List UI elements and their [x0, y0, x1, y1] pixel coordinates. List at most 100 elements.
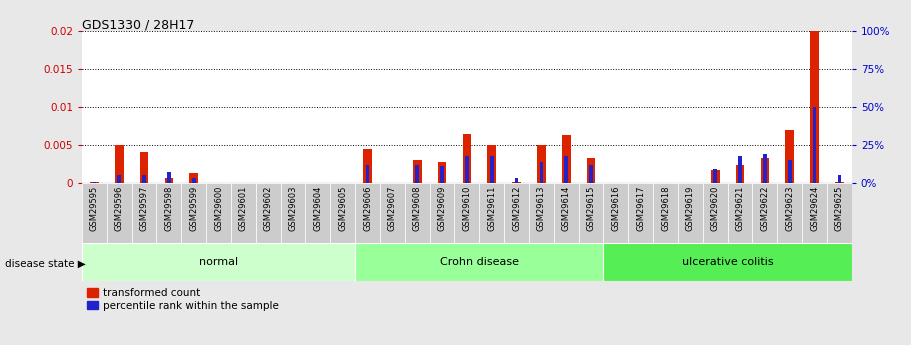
- Bar: [537, 145, 546, 183]
- Text: GSM29600: GSM29600: [214, 186, 223, 231]
- Text: GSM29602: GSM29602: [263, 186, 272, 231]
- Text: GSM29624: GSM29624: [810, 186, 819, 231]
- Bar: [139, 152, 148, 183]
- Bar: [554, 183, 578, 243]
- Text: GSM29619: GSM29619: [686, 186, 695, 231]
- Bar: [430, 183, 455, 243]
- Bar: [761, 158, 769, 183]
- Bar: [736, 165, 744, 183]
- Bar: [785, 130, 794, 183]
- Bar: [713, 169, 717, 183]
- Text: GSM29599: GSM29599: [189, 186, 199, 231]
- Bar: [678, 183, 702, 243]
- Bar: [589, 165, 593, 183]
- Bar: [578, 183, 603, 243]
- Bar: [107, 183, 132, 243]
- Bar: [539, 161, 543, 183]
- Bar: [142, 175, 146, 183]
- Text: GSM29605: GSM29605: [338, 186, 347, 231]
- Bar: [189, 173, 198, 183]
- Text: GSM29625: GSM29625: [834, 186, 844, 231]
- Bar: [118, 175, 121, 183]
- Bar: [415, 165, 419, 183]
- Bar: [463, 134, 471, 183]
- Bar: [192, 178, 196, 183]
- Text: GSM29608: GSM29608: [413, 186, 422, 231]
- Bar: [132, 183, 157, 243]
- Bar: [777, 183, 802, 243]
- Bar: [413, 160, 422, 183]
- Text: GSM29604: GSM29604: [313, 186, 322, 231]
- Bar: [728, 183, 752, 243]
- Bar: [603, 243, 852, 281]
- Bar: [404, 183, 430, 243]
- Text: normal: normal: [199, 257, 238, 267]
- Bar: [465, 156, 469, 183]
- Text: GSM29603: GSM29603: [289, 186, 298, 231]
- Text: GSM29595: GSM29595: [90, 186, 99, 231]
- Bar: [281, 183, 305, 243]
- Bar: [82, 243, 355, 281]
- Bar: [711, 170, 720, 183]
- Legend: transformed count, percentile rank within the sample: transformed count, percentile rank withi…: [87, 288, 279, 311]
- Bar: [440, 166, 444, 183]
- Text: GSM29612: GSM29612: [512, 186, 521, 231]
- Bar: [455, 183, 479, 243]
- Bar: [90, 182, 98, 183]
- Text: GSM29597: GSM29597: [139, 186, 148, 231]
- Bar: [181, 183, 206, 243]
- Bar: [487, 145, 496, 183]
- Text: GSM29610: GSM29610: [463, 186, 471, 231]
- Bar: [738, 156, 742, 183]
- Text: ulcerative colitis: ulcerative colitis: [681, 257, 773, 267]
- Text: GSM29614: GSM29614: [562, 186, 570, 231]
- Text: GSM29622: GSM29622: [761, 186, 770, 231]
- Bar: [529, 183, 554, 243]
- Bar: [93, 182, 97, 183]
- Bar: [380, 183, 404, 243]
- Bar: [504, 183, 529, 243]
- Bar: [305, 183, 331, 243]
- Text: GSM29620: GSM29620: [711, 186, 720, 231]
- Bar: [763, 154, 767, 183]
- Bar: [115, 145, 124, 183]
- Bar: [835, 182, 844, 183]
- Bar: [355, 243, 603, 281]
- Bar: [788, 160, 792, 183]
- Bar: [515, 178, 518, 183]
- Bar: [702, 183, 728, 243]
- Bar: [331, 183, 355, 243]
- Bar: [157, 183, 181, 243]
- Text: disease state ▶: disease state ▶: [5, 259, 86, 269]
- Bar: [490, 156, 494, 183]
- Text: Crohn disease: Crohn disease: [440, 257, 518, 267]
- Bar: [562, 135, 570, 183]
- Text: GSM29611: GSM29611: [487, 186, 496, 231]
- Bar: [564, 156, 568, 183]
- Bar: [479, 183, 504, 243]
- Bar: [512, 182, 521, 183]
- Bar: [629, 183, 653, 243]
- Bar: [827, 183, 852, 243]
- Bar: [752, 183, 777, 243]
- Text: GSM29609: GSM29609: [437, 186, 446, 231]
- Bar: [363, 149, 372, 183]
- Bar: [82, 183, 107, 243]
- Bar: [355, 183, 380, 243]
- Bar: [810, 31, 819, 183]
- Text: GSM29598: GSM29598: [164, 186, 173, 231]
- Bar: [603, 183, 629, 243]
- Bar: [167, 172, 170, 183]
- Text: GSM29601: GSM29601: [239, 186, 248, 231]
- Text: GSM29617: GSM29617: [636, 186, 645, 231]
- Bar: [653, 183, 678, 243]
- Text: GSM29596: GSM29596: [115, 186, 124, 231]
- Bar: [365, 165, 370, 183]
- Bar: [813, 107, 816, 183]
- Text: GSM29607: GSM29607: [388, 186, 397, 231]
- Text: GSM29606: GSM29606: [363, 186, 372, 231]
- Bar: [587, 158, 596, 183]
- Text: GSM29618: GSM29618: [661, 186, 670, 231]
- Text: GSM29615: GSM29615: [587, 186, 596, 231]
- Bar: [165, 178, 173, 183]
